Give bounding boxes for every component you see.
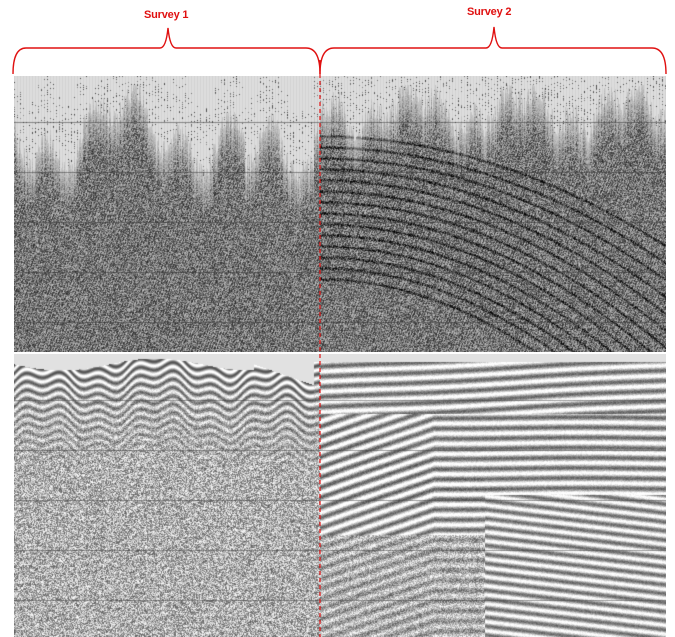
survey-1-brace — [12, 27, 321, 75]
processed-seismic-traces — [14, 354, 666, 637]
processed-seismic-section — [14, 354, 666, 637]
survey-braces — [12, 26, 667, 75]
survey-1-label: Survey 1 — [144, 9, 189, 21]
raw-seismic-traces — [14, 76, 666, 352]
raw-seismic-section — [14, 76, 666, 352]
survey-2-brace — [319, 26, 667, 75]
survey-2-label: Survey 2 — [467, 6, 512, 18]
